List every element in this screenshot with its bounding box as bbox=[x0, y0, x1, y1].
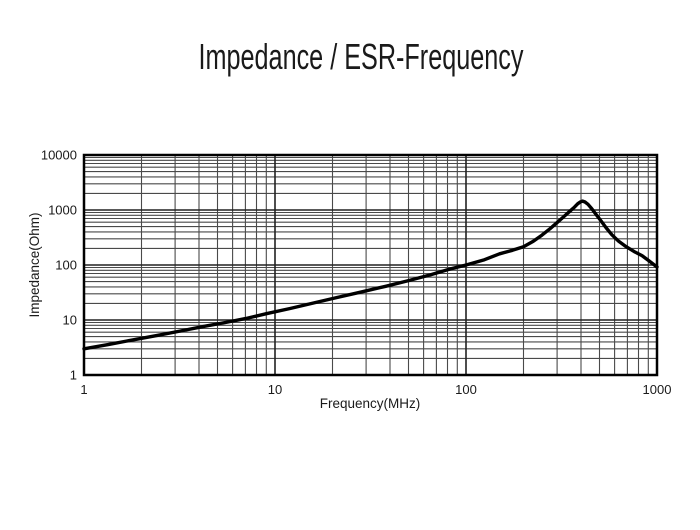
y-tick-label: 1 bbox=[70, 368, 77, 383]
y-tick-label: 100 bbox=[55, 258, 77, 273]
impedance-chart: 1 10 100 1000 1 10 100 1000 10000 Frequency(MHz… bbox=[27, 148, 671, 412]
y-tick-label: 10000 bbox=[41, 148, 77, 163]
x-tick-label: 1 bbox=[80, 382, 87, 397]
y-axis-tick-labels: 1 10 100 1000 10000 bbox=[41, 148, 77, 383]
y-axis-title: Impedance(Ohm) bbox=[27, 212, 42, 317]
chart-title: Impedance / ESR-Frequency bbox=[198, 36, 524, 77]
x-tick-label: 100 bbox=[455, 382, 477, 397]
x-axis-title: Frequency(MHz) bbox=[320, 396, 421, 411]
x-tick-label: 1000 bbox=[643, 382, 672, 397]
y-tick-label: 10 bbox=[63, 313, 77, 328]
x-axis-tick-labels: 1 10 100 1000 bbox=[80, 382, 671, 397]
x-tick-label: 10 bbox=[268, 382, 282, 397]
y-tick-label: 1000 bbox=[48, 203, 77, 218]
impedance-curve bbox=[82, 199, 659, 351]
